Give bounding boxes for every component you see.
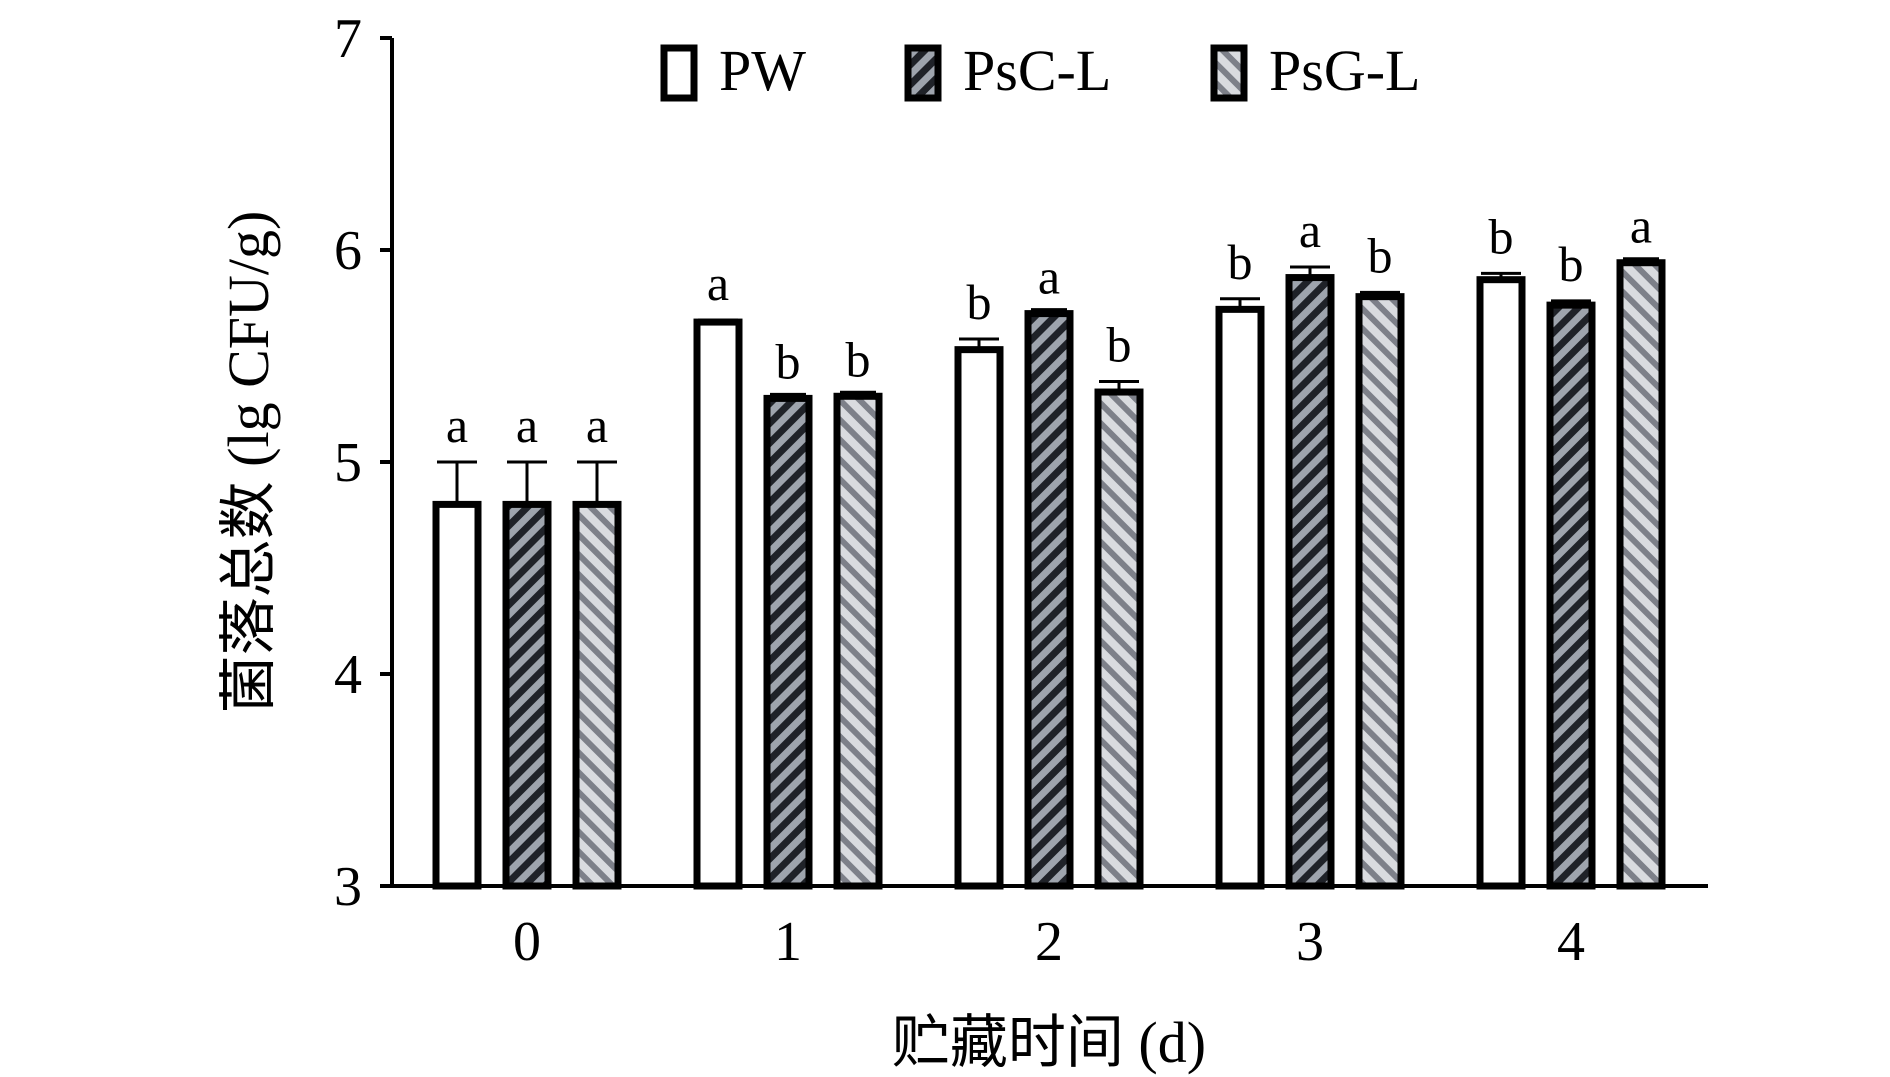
error-bar-pw-day-1 [698, 318, 738, 323]
error-bar-psg-l-day-2 [1099, 379, 1139, 393]
bar-psc-l-day-2 [1024, 310, 1074, 890]
y-tick-label-6: 6 [334, 220, 362, 282]
legend: PW PsC-L PsG-L [660, 38, 1420, 103]
bar-pw-day-4 [1476, 276, 1526, 890]
significance-label-psc-l-day-2: a [1038, 249, 1060, 305]
y-axis-title: 菌落总数 (lg CFU/g) [216, 211, 281, 714]
significance-label-psc-l-day-4: b [1559, 236, 1584, 292]
bar-psg-l-day-4 [1616, 259, 1666, 890]
significance-label-pw-day-2: b [967, 274, 992, 330]
y-ticks: 3 4 5 6 7 [334, 8, 392, 918]
significance-label-psc-l-day-0: a [516, 397, 538, 453]
legend-item-pw: PW [660, 38, 806, 103]
significance-label-psg-l-day-2: b [1107, 316, 1132, 372]
x-ticks: 0 1 2 3 4 [513, 911, 1585, 973]
legend-swatch-psc-l [904, 44, 942, 102]
significance-label-pw-day-0: a [446, 397, 468, 453]
x-tick-label-1: 1 [774, 911, 802, 973]
significance-label-psc-l-day-1: b [776, 333, 801, 389]
significance-label-psc-l-day-3: a [1299, 202, 1321, 258]
x-tick-label-4: 4 [1557, 911, 1585, 973]
error-bar-psg-l-day-0 [577, 460, 617, 505]
error-bar-psg-l-day-3 [1360, 290, 1400, 297]
y-tick-label-5: 5 [334, 432, 362, 494]
error-bars-layer [437, 257, 1659, 505]
bar-pw-day-3 [1215, 305, 1265, 890]
bar-psg-l-day-2 [1094, 388, 1144, 890]
legend-swatch-psg-l [1210, 44, 1248, 102]
bar-pw-day-1 [693, 318, 743, 890]
bar-psc-l-day-3 [1285, 274, 1335, 890]
bar-psc-l-day-4 [1546, 301, 1596, 890]
x-axis-title: 贮藏时间 (d) [892, 1010, 1206, 1075]
bar-psc-l-day-1 [763, 394, 813, 890]
bar-psg-l-day-3 [1355, 293, 1405, 890]
y-tick-label-3: 3 [334, 856, 362, 918]
bar-psc-l-day-0 [502, 500, 552, 890]
error-bar-pw-day-4 [1481, 271, 1521, 280]
legend-label-psg-l: PsG-L [1269, 38, 1420, 103]
error-bar-pw-day-0 [437, 460, 477, 505]
bars-layer [432, 259, 1666, 890]
significance-label-pw-day-1: a [707, 255, 729, 311]
significance-label-psg-l-day-0: a [586, 397, 608, 453]
x-tick-label-3: 3 [1296, 911, 1324, 973]
error-bar-psc-l-day-0 [507, 460, 547, 505]
bar-psg-l-day-1 [833, 392, 883, 890]
bar-psg-l-day-0 [572, 500, 622, 890]
bar-pw-day-0 [432, 500, 482, 890]
significance-label-psg-l-day-1: b [846, 331, 871, 387]
error-bar-psc-l-day-4 [1551, 299, 1591, 306]
legend-item-psg-l: PsG-L [1210, 38, 1420, 103]
legend-swatch-pw [660, 44, 698, 102]
significance-label-pw-day-3: b [1228, 234, 1253, 290]
bar-pw-day-2 [954, 346, 1004, 890]
significance-label-psg-l-day-3: b [1368, 227, 1393, 283]
legend-label-pw: PW [719, 38, 806, 103]
error-bar-psc-l-day-3 [1290, 265, 1330, 278]
significance-label-pw-day-4: b [1489, 208, 1514, 264]
y-tick-label-7: 7 [334, 8, 362, 70]
error-bar-pw-day-3 [1220, 297, 1260, 310]
error-bar-pw-day-2 [959, 337, 999, 350]
legend-item-psc-l: PsC-L [904, 38, 1111, 103]
x-tick-label-0: 0 [513, 911, 541, 973]
x-tick-label-2: 2 [1035, 911, 1063, 973]
y-tick-label-4: 4 [334, 644, 362, 706]
significance-label-psg-l-day-4: a [1630, 198, 1652, 254]
legend-label-psc-l: PsC-L [963, 38, 1111, 103]
